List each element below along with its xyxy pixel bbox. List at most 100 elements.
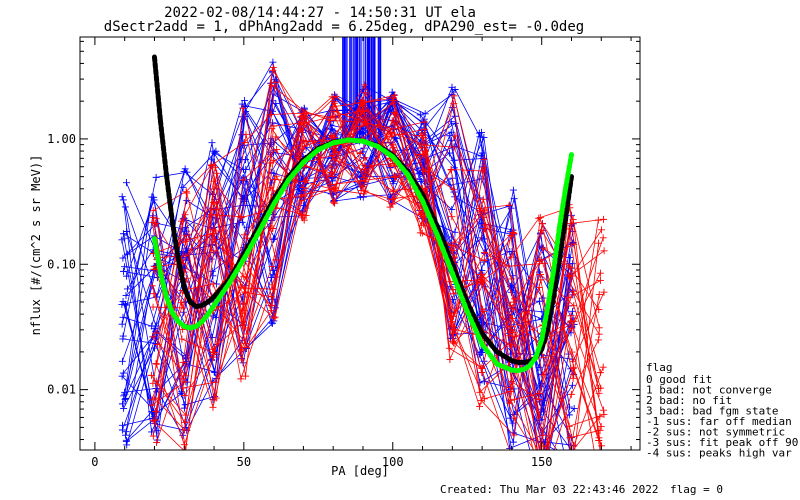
spectrum-line (152, 99, 605, 394)
chart-title: 2022-02-08/14:44:27 - 14:50:31 UT ela (164, 5, 476, 21)
spectrum-point (386, 203, 394, 211)
fit-segment (420, 192, 440, 230)
spectrum-point (118, 193, 126, 201)
spectrum-point (391, 119, 399, 127)
plot-frame (79, 36, 641, 451)
spectrum-point (178, 217, 186, 225)
fit-segment (449, 270, 470, 315)
spectrum-point (478, 364, 486, 372)
fit-segment (175, 256, 187, 291)
spectrum-line (154, 101, 605, 427)
spectrum-point (181, 378, 189, 386)
spectrum-point (119, 369, 127, 377)
spectrum-point (298, 197, 306, 205)
fit-segment (315, 140, 336, 153)
spectrum-point (565, 263, 573, 271)
spectrum-point (241, 288, 249, 296)
fit-segment (151, 236, 163, 276)
spectrum-point (118, 320, 126, 328)
spectrum-point (451, 85, 459, 93)
spectrum-point (327, 132, 335, 140)
spectrum-point (182, 446, 190, 450)
spectrum-point (238, 356, 246, 364)
spectrum-point (272, 78, 280, 86)
spectrum-point (179, 183, 187, 191)
spectrum-point (596, 269, 604, 277)
spectrum-point (448, 206, 456, 214)
spectrum-point (421, 147, 429, 155)
fit-segment (539, 305, 551, 343)
spectrum-point (237, 284, 245, 292)
spectrum-point (595, 291, 603, 299)
spectrum-point (300, 177, 308, 185)
spectrum-point (599, 406, 607, 414)
legend-entry: -3 sus: fit peak off 90 (646, 436, 798, 449)
fit-segment (330, 137, 351, 146)
spectrum-point (391, 174, 399, 182)
spectrum-point (445, 149, 453, 157)
spectrum-point (594, 216, 602, 224)
spectrum-point (148, 401, 156, 409)
spectrum-point (178, 335, 186, 343)
fit-segment (557, 186, 569, 230)
spectrum-point (299, 214, 307, 222)
spectrum-point (120, 404, 128, 412)
spectrum-point (122, 292, 130, 300)
spectrum-point (357, 177, 365, 185)
fit-segment (151, 54, 163, 124)
spectrum-point (209, 377, 217, 385)
spectrum-point (596, 426, 604, 434)
spectrum-point (210, 198, 218, 206)
spectrum-point (119, 335, 127, 343)
spectrum-point (475, 350, 483, 358)
legend-entry: 3 bad: bad fgm state (646, 405, 778, 418)
spectrum-point (362, 168, 370, 176)
spectrum-point (360, 173, 368, 181)
series-measured-spectra-red (148, 63, 608, 450)
spectrum-point (539, 371, 547, 379)
spectrum-line (121, 88, 572, 450)
spectrum-point (241, 96, 249, 104)
spectrum-point (419, 158, 427, 166)
spectrum-point (570, 302, 578, 310)
spectrum-point (476, 402, 484, 410)
spectrum-point (148, 282, 156, 290)
spectrum-point (149, 212, 157, 220)
spectrum-point (242, 372, 250, 380)
spectrum-point (510, 414, 518, 422)
fit-segment (551, 224, 563, 273)
spectrum-point (122, 179, 130, 187)
legend-entry: 2 bad: no fit (646, 394, 732, 407)
spectrum-point (480, 235, 488, 243)
spectrum-line (126, 85, 570, 386)
fit-segment (449, 261, 470, 305)
spectrum-point (599, 215, 607, 223)
spectrum-point (569, 374, 577, 382)
spectrum-point (360, 190, 368, 198)
spectrum-point (566, 254, 574, 262)
fit-segment (390, 154, 411, 178)
spectrum-point (273, 145, 281, 153)
spectrum-point (212, 147, 220, 155)
spectrum-line (157, 100, 602, 450)
spectrum-point (565, 273, 573, 281)
fit-segment (464, 309, 485, 347)
spectrum-point (149, 333, 157, 341)
spectrum-point (478, 149, 486, 157)
spectrum-point (446, 278, 454, 286)
spectrum-point (149, 379, 157, 387)
spectrum-point (447, 128, 455, 136)
fit-segment (181, 285, 193, 305)
fit-segment (494, 349, 515, 364)
spectrum-point (568, 348, 576, 356)
spectrum-point (330, 186, 338, 194)
spectrum-point (267, 224, 275, 232)
spectrum-point (420, 118, 428, 126)
spectrum-point (331, 149, 339, 157)
spectrum-point (208, 139, 216, 147)
spectrum-point (299, 183, 307, 191)
spectrum-point (149, 417, 157, 425)
spectrum-point (451, 228, 459, 236)
spectrum-point (149, 303, 157, 311)
spectrum-point (272, 133, 280, 141)
